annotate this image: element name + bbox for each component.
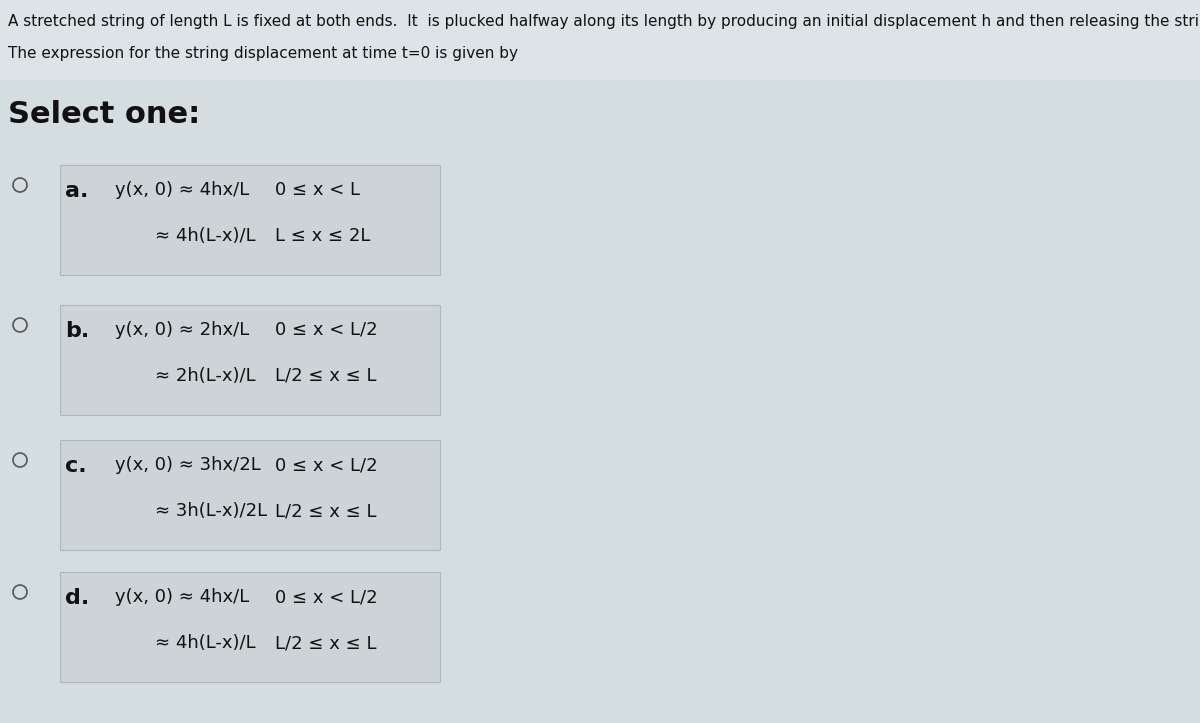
Text: a.: a.	[65, 181, 89, 201]
Text: The expression for the string displacement at time t=0 is given by: The expression for the string displaceme…	[8, 46, 518, 61]
Text: 0 ≤ x < L/2: 0 ≤ x < L/2	[275, 588, 378, 606]
Text: y(x, 0) ≈ 2hx/L: y(x, 0) ≈ 2hx/L	[115, 321, 250, 339]
Text: ≈ 4h(L-x)/L: ≈ 4h(L-x)/L	[155, 634, 256, 652]
Text: c.: c.	[65, 456, 86, 476]
Text: L/2 ≤ x ≤ L: L/2 ≤ x ≤ L	[275, 367, 377, 385]
Text: L ≤ x ≤ 2L: L ≤ x ≤ 2L	[275, 227, 371, 245]
Text: A stretched string of length L is fixed at both ends.  It  is plucked halfway al: A stretched string of length L is fixed …	[8, 14, 1200, 29]
FancyBboxPatch shape	[0, 0, 1200, 80]
Text: L/2 ≤ x ≤ L: L/2 ≤ x ≤ L	[275, 634, 377, 652]
FancyBboxPatch shape	[60, 305, 440, 415]
Text: b.: b.	[65, 321, 89, 341]
FancyBboxPatch shape	[60, 440, 440, 550]
Text: ≈ 4h(L-x)/L: ≈ 4h(L-x)/L	[155, 227, 256, 245]
Text: y(x, 0) ≈ 4hx/L: y(x, 0) ≈ 4hx/L	[115, 181, 250, 199]
Text: L/2 ≤ x ≤ L: L/2 ≤ x ≤ L	[275, 502, 377, 520]
Text: 0 ≤ x < L: 0 ≤ x < L	[275, 181, 360, 199]
Text: Select one:: Select one:	[8, 100, 200, 129]
Circle shape	[13, 453, 28, 467]
Text: 0 ≤ x < L/2: 0 ≤ x < L/2	[275, 456, 378, 474]
Circle shape	[13, 585, 28, 599]
Text: 0 ≤ x < L/2: 0 ≤ x < L/2	[275, 321, 378, 339]
Circle shape	[13, 318, 28, 332]
FancyBboxPatch shape	[60, 165, 440, 275]
Text: d.: d.	[65, 588, 89, 608]
Circle shape	[13, 178, 28, 192]
Text: ≈ 3h(L-x)/2L: ≈ 3h(L-x)/2L	[155, 502, 268, 520]
Text: ≈ 2h(L-x)/L: ≈ 2h(L-x)/L	[155, 367, 256, 385]
Text: y(x, 0) ≈ 4hx/L: y(x, 0) ≈ 4hx/L	[115, 588, 250, 606]
FancyBboxPatch shape	[60, 572, 440, 682]
Text: y(x, 0) ≈ 3hx/2L: y(x, 0) ≈ 3hx/2L	[115, 456, 260, 474]
